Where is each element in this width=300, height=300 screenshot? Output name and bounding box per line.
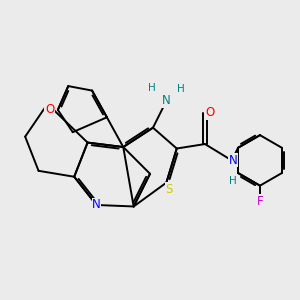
Text: H: H: [229, 176, 237, 186]
Text: N: N: [162, 94, 171, 107]
Text: H: H: [177, 84, 185, 94]
Text: N: N: [229, 154, 238, 167]
Text: N: N: [92, 199, 101, 212]
Text: S: S: [166, 183, 173, 196]
Text: O: O: [45, 103, 54, 116]
Text: H: H: [148, 82, 155, 93]
Text: F: F: [257, 195, 263, 208]
Text: O: O: [206, 106, 215, 119]
